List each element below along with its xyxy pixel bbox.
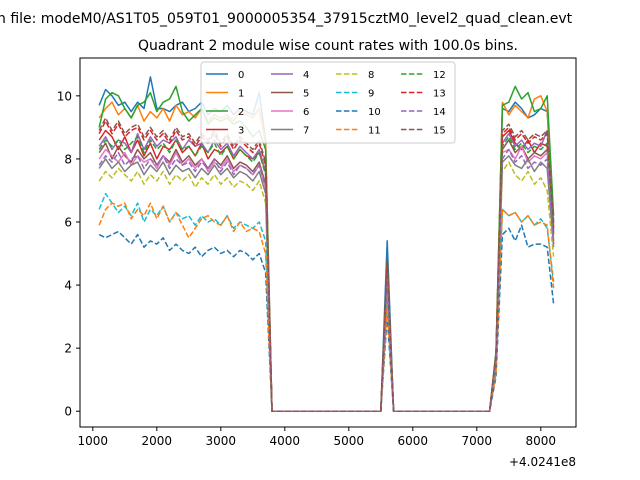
x-tick-label: 4000: [270, 434, 301, 448]
series-line-9: [98, 192, 555, 412]
series-line-13: [98, 120, 555, 412]
y-tick-label: 10: [57, 89, 72, 103]
series-line-6: [98, 145, 555, 412]
series-line-4: [98, 129, 555, 412]
x-offset-label: +4.0241e8: [509, 455, 576, 469]
legend-label: 12: [433, 70, 446, 81]
legend-label: 6: [303, 107, 309, 118]
legend-label: 2: [238, 107, 244, 118]
legend-label: 11: [368, 126, 381, 137]
x-tick-label: 2000: [142, 434, 173, 448]
legend-label: 14: [433, 107, 446, 118]
series-line-3: [98, 129, 555, 412]
series-line-15: [98, 117, 555, 412]
legend-label: 13: [433, 89, 446, 100]
series-line-5: [98, 139, 555, 412]
legend-label: 9: [368, 89, 374, 100]
figure-suptitle: n file: modeM0/AS1T05_059T01_9000005354_…: [0, 11, 573, 27]
legend-label: 15: [433, 126, 446, 137]
series-line-7: [98, 155, 555, 412]
x-tick-label: 7000: [462, 434, 493, 448]
legend-box: [200, 61, 456, 144]
series-line-14: [98, 148, 555, 412]
x-tick-label: 3000: [206, 434, 237, 448]
series-line-10: [98, 224, 555, 412]
legend-label: 1: [238, 89, 244, 100]
series-line-8: [98, 161, 555, 412]
legend-label: 4: [303, 70, 309, 81]
axes-frame: [79, 57, 577, 428]
y-tick-label: 2: [64, 342, 72, 356]
legend-label: 0: [238, 70, 244, 81]
y-tick-label: 6: [64, 216, 72, 230]
series-line-11: [98, 202, 555, 412]
y-axis: 0 2 4 6 8 10: [57, 89, 80, 419]
legend-label: 5: [303, 89, 309, 100]
x-axis: 1000 2000 3000 4000 5000 6000 7000 8000: [78, 427, 557, 448]
chart-title: Quadrant 2 module wise count rates with …: [138, 38, 518, 54]
series-line-12: [98, 136, 555, 412]
y-tick-label: 0: [64, 405, 72, 419]
legend-label: 10: [368, 107, 381, 118]
plot-area: [98, 76, 555, 412]
y-tick-label: 8: [64, 152, 72, 166]
x-tick-label: 6000: [398, 434, 429, 448]
x-tick-label: 5000: [334, 434, 365, 448]
legend-label: 8: [368, 70, 374, 81]
legend-label: 7: [303, 126, 309, 137]
legend-label: 3: [238, 126, 244, 137]
x-tick-label: 8000: [526, 434, 557, 448]
y-tick-label: 4: [64, 279, 72, 293]
x-tick-label: 1000: [78, 434, 109, 448]
